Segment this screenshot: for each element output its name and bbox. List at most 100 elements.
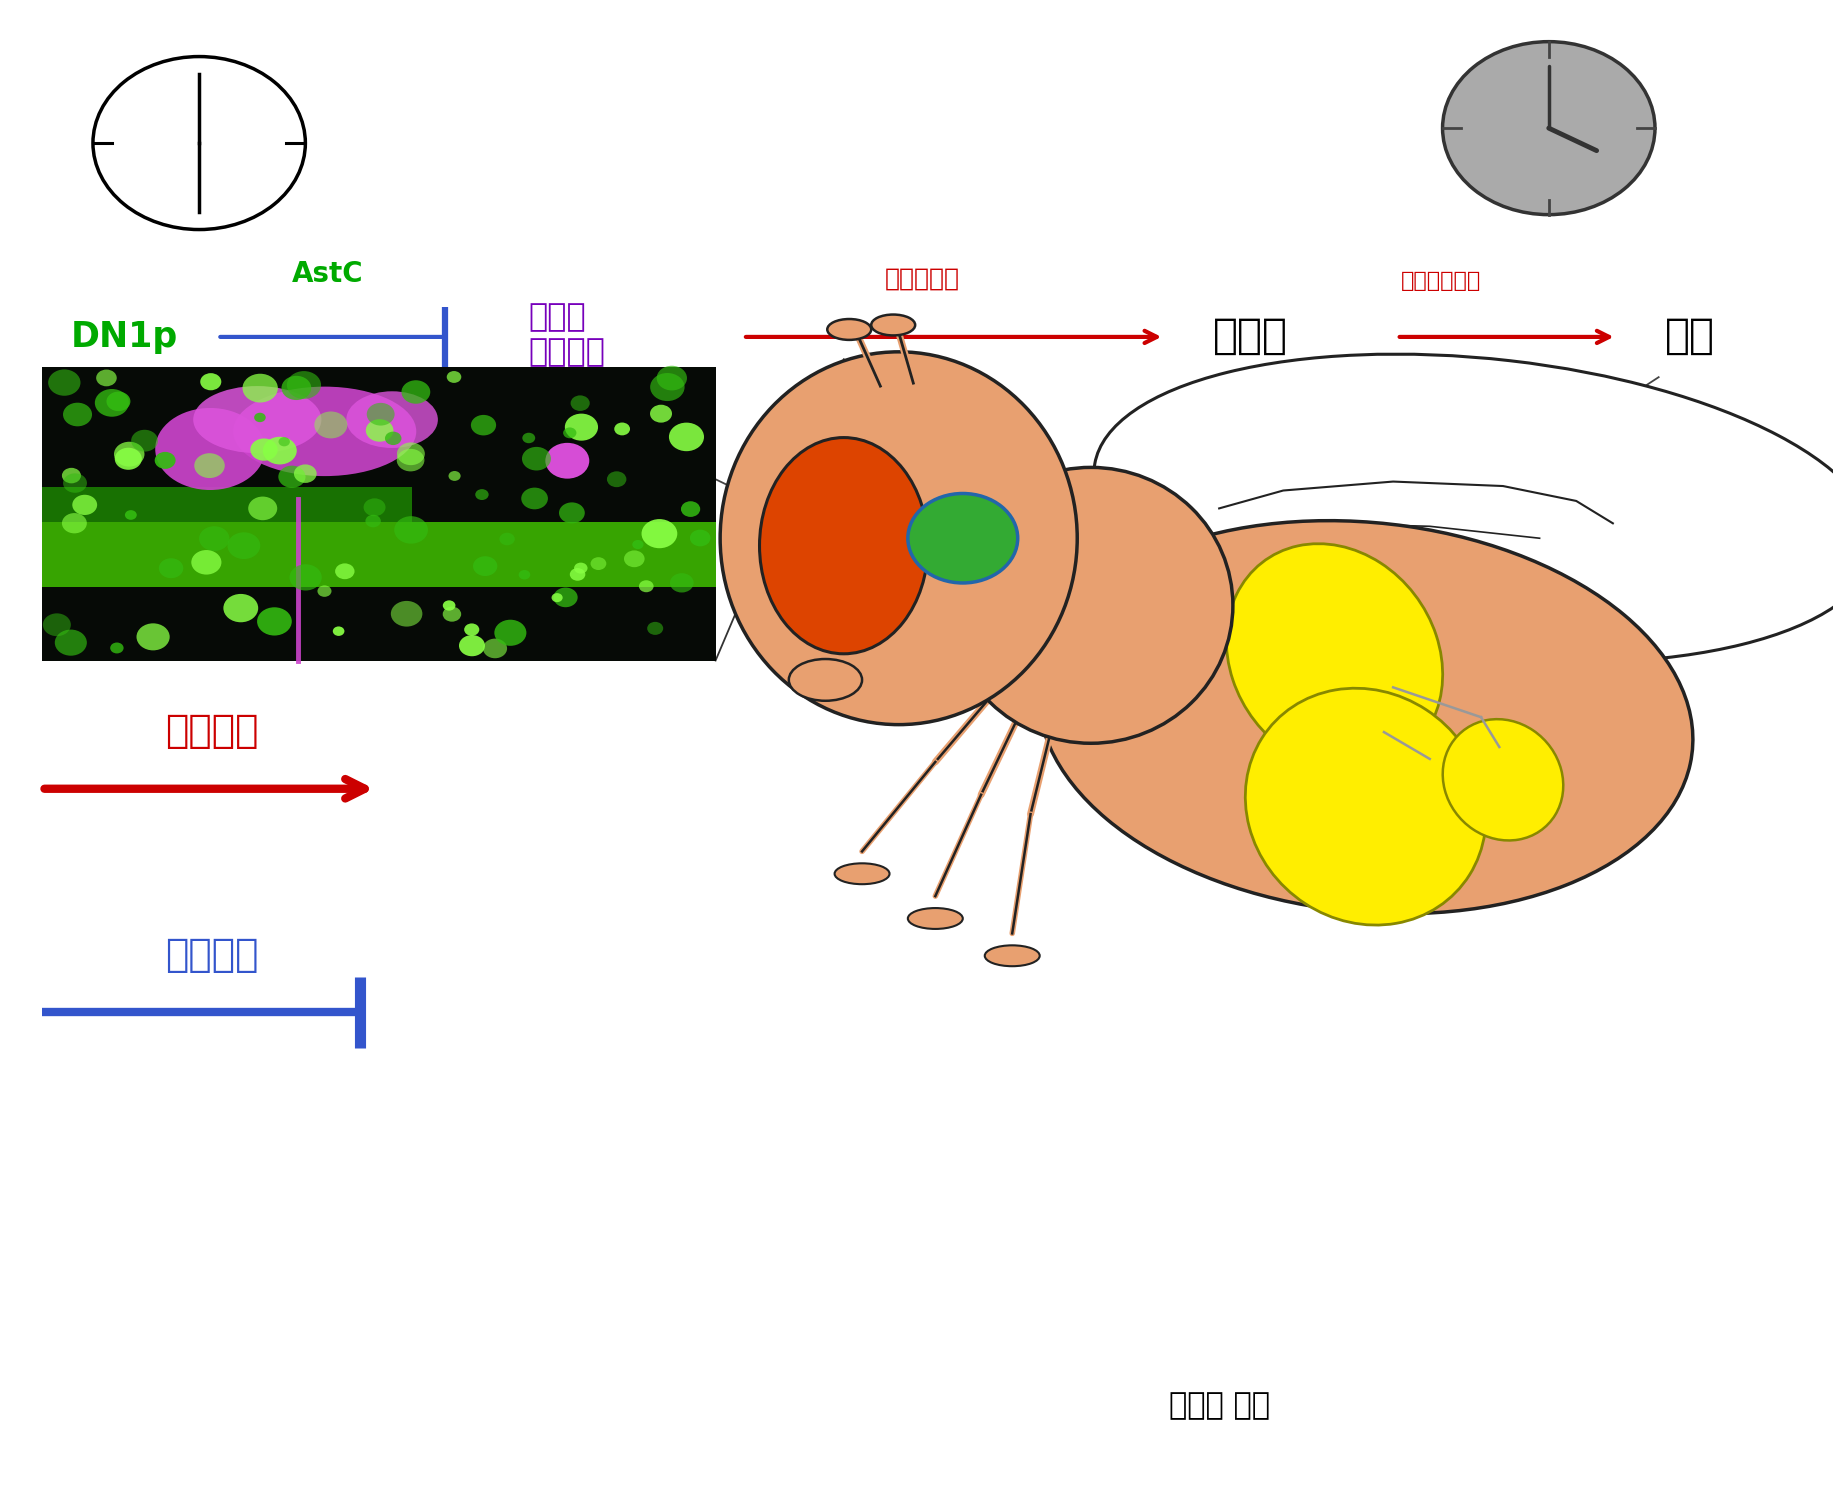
Circle shape [475,489,488,500]
Text: AstC: AstC [292,260,363,288]
Circle shape [125,509,138,520]
Text: 인싘린
생성세포: 인싘린 생성세포 [528,303,605,368]
Circle shape [458,635,484,656]
Circle shape [317,586,332,596]
Circle shape [62,403,92,426]
Circle shape [570,568,585,581]
Circle shape [200,374,222,390]
Circle shape [62,474,86,493]
Circle shape [363,499,385,517]
Circle shape [521,487,548,509]
Circle shape [365,515,381,527]
Circle shape [657,366,688,390]
Text: 인싘린신호: 인싘린신호 [886,267,959,291]
Circle shape [651,374,684,400]
Circle shape [336,563,354,580]
Circle shape [690,530,710,547]
Circle shape [136,623,171,650]
Circle shape [638,580,653,592]
Circle shape [255,412,266,423]
Ellipse shape [834,864,889,884]
Ellipse shape [721,351,1077,725]
Circle shape [385,432,402,445]
Circle shape [95,388,128,417]
Circle shape [332,626,345,636]
Ellipse shape [1245,689,1486,925]
Circle shape [647,622,664,635]
Circle shape [200,526,229,551]
Circle shape [396,442,425,465]
Circle shape [471,415,497,435]
Text: 분비억제: 분비억제 [165,935,259,974]
Ellipse shape [1227,544,1443,771]
Circle shape [62,468,81,484]
Circle shape [293,465,317,483]
Circle shape [279,466,306,489]
Circle shape [94,57,306,230]
Circle shape [154,451,176,469]
Circle shape [132,430,158,451]
Ellipse shape [948,468,1232,744]
Circle shape [191,550,222,575]
Circle shape [680,500,701,517]
Circle shape [251,438,277,460]
Circle shape [559,502,585,523]
Circle shape [669,423,704,451]
Circle shape [482,638,506,659]
Circle shape [633,539,644,550]
Circle shape [116,448,141,469]
Circle shape [449,471,460,481]
Circle shape [224,595,259,623]
Circle shape [42,614,72,636]
Circle shape [242,374,277,402]
Circle shape [669,574,693,593]
Circle shape [402,381,431,403]
Circle shape [72,495,97,515]
Circle shape [1443,42,1654,215]
Circle shape [262,436,297,465]
Bar [42,487,413,523]
Circle shape [314,411,347,438]
Ellipse shape [985,946,1040,967]
Ellipse shape [789,659,862,701]
Ellipse shape [193,385,321,453]
Circle shape [114,442,145,466]
Ellipse shape [1093,354,1834,663]
Text: DN1p: DN1p [72,320,178,354]
Text: 교미한 암켓: 교미한 암켓 [1168,1391,1269,1421]
Circle shape [565,414,598,441]
Ellipse shape [347,391,438,448]
Circle shape [281,376,312,400]
Circle shape [642,518,677,548]
Ellipse shape [759,438,928,654]
Circle shape [106,391,130,411]
Circle shape [279,438,290,447]
Circle shape [365,420,394,442]
Circle shape [473,556,497,577]
Circle shape [519,571,530,580]
Circle shape [95,369,117,387]
Circle shape [607,471,627,487]
Text: 인두체: 인두체 [1212,314,1287,357]
Circle shape [614,423,631,435]
Ellipse shape [156,408,266,490]
Circle shape [649,405,671,423]
Ellipse shape [1443,719,1563,841]
Circle shape [499,533,515,545]
Ellipse shape [1038,520,1693,914]
Bar [42,523,715,587]
Circle shape [563,427,576,438]
Circle shape [574,563,587,574]
Circle shape [160,559,183,578]
Ellipse shape [908,908,963,929]
Circle shape [396,448,424,472]
Circle shape [290,565,321,590]
Ellipse shape [827,320,871,341]
Circle shape [194,453,226,478]
Circle shape [227,532,260,559]
Circle shape [48,369,81,396]
Circle shape [591,557,607,571]
Circle shape [464,623,479,636]
Circle shape [624,550,644,568]
Text: 난소: 난소 [1665,314,1715,357]
